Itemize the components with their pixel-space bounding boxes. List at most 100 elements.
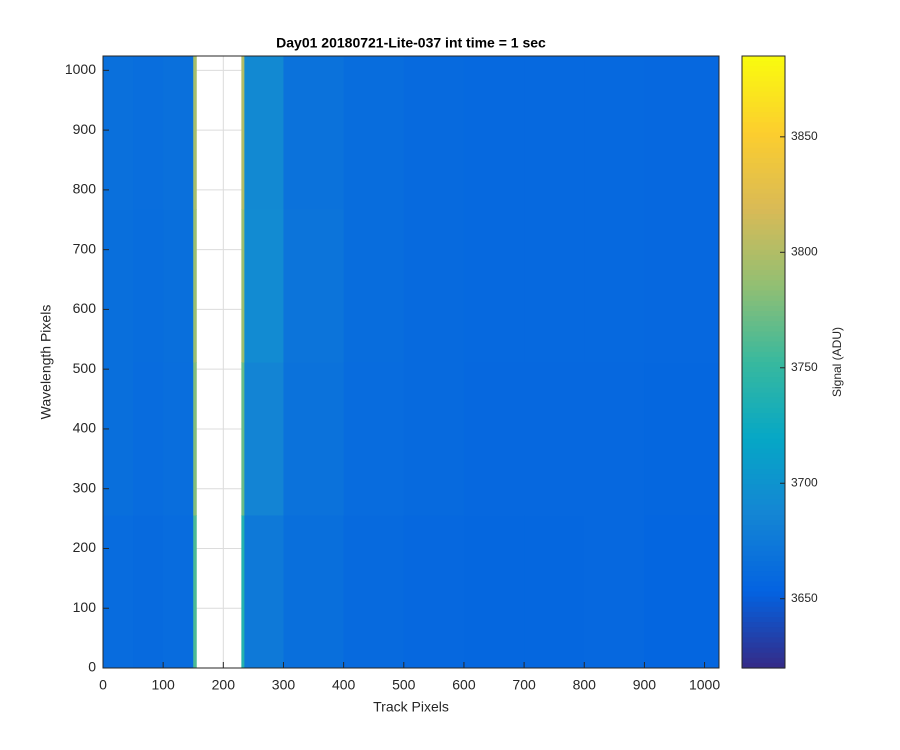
colorbar-slice <box>742 244 785 251</box>
colorbar-slice <box>742 336 785 343</box>
colorbar-slice <box>742 209 785 215</box>
heatmap-cell <box>463 515 525 669</box>
colorbar-slice <box>742 356 785 363</box>
heatmap-cell <box>103 209 134 363</box>
colorbar-slice <box>742 464 785 470</box>
colorbar-slice <box>742 56 785 62</box>
colorbar-slice <box>742 239 785 246</box>
x-tick-label: 1000 <box>689 677 720 693</box>
colorbar-slice <box>742 234 785 241</box>
heatmap-cell <box>244 362 284 516</box>
colorbar-slice <box>742 576 785 582</box>
colorbar-slice <box>742 520 785 526</box>
colorbar-slice <box>742 484 785 491</box>
colorbar-slice <box>742 601 785 608</box>
colorbar-slice <box>742 346 785 353</box>
colorbar-slice <box>742 249 785 256</box>
colorbar-slice <box>742 132 785 139</box>
colorbar-slice <box>742 331 785 338</box>
colorbar-slice <box>742 453 785 460</box>
colorbar-slice <box>742 198 785 205</box>
colorbar-slice <box>742 560 785 567</box>
heatmap-cell <box>163 515 194 669</box>
colorbar-slice <box>742 183 785 190</box>
heatmap-cell <box>193 515 197 669</box>
heatmap-cell <box>343 362 405 516</box>
colorbar-slice <box>742 86 785 93</box>
heatmap-cell <box>163 362 194 516</box>
colorbar-slice <box>742 101 785 108</box>
colorbar-slice <box>742 489 785 496</box>
colorbar-slice <box>742 428 785 434</box>
x-tick-label: 0 <box>99 677 107 693</box>
colorbar-slice <box>742 163 785 169</box>
y-tick-label: 100 <box>73 599 97 615</box>
colorbar-slice <box>742 91 785 98</box>
x-tick-label: 800 <box>573 677 597 693</box>
colorbar-slice <box>742 606 785 613</box>
y-tick-label: 1000 <box>65 61 96 77</box>
colorbar-slice <box>742 657 785 664</box>
heatmap-cell <box>193 209 197 363</box>
colorbar-slice <box>742 351 785 358</box>
colorbar-slice <box>742 158 785 164</box>
colorbar-slice <box>742 402 785 409</box>
heatmap-cell <box>163 56 194 210</box>
heatmap-cell <box>524 209 585 363</box>
colorbar-slice <box>742 321 785 327</box>
heatmap-cell <box>244 56 284 210</box>
colorbar-slice <box>742 362 785 368</box>
colorbar-slice <box>742 535 785 542</box>
colorbar-tick-label: 3800 <box>791 244 818 258</box>
heatmap-cell <box>241 362 245 516</box>
y-tick-label: 900 <box>73 121 97 137</box>
colorbar-slice <box>742 515 785 521</box>
colorbar-slice <box>742 433 785 440</box>
colorbar-slice <box>742 509 785 516</box>
x-tick-label: 900 <box>633 677 657 693</box>
colorbar-slice <box>742 443 785 450</box>
heatmap-cell <box>644 515 720 669</box>
colorbar-slice <box>742 127 785 134</box>
colorbar-slice <box>742 377 785 383</box>
colorbar-slice <box>742 596 785 603</box>
colorbar-slice <box>742 265 785 271</box>
y-tick-label: 600 <box>73 300 97 316</box>
heatmap-cell <box>524 56 585 210</box>
colorbar-slice <box>742 545 785 552</box>
colorbar-slice <box>742 448 785 455</box>
colorbar-slice <box>742 438 785 445</box>
colorbar-slice <box>742 611 785 618</box>
heatmap-cell <box>584 56 645 210</box>
colorbar-slice <box>742 469 785 475</box>
colorbar-slice <box>742 637 785 644</box>
colorbar-slice <box>742 137 785 144</box>
colorbar-slice <box>742 397 785 404</box>
colorbar-slice <box>742 627 785 633</box>
heatmap-cell <box>463 362 525 516</box>
colorbar-slice <box>742 423 785 429</box>
x-axis-label: Track Pixels <box>373 699 449 715</box>
y-tick-label: 700 <box>73 240 97 256</box>
x-tick-label: 500 <box>392 677 416 693</box>
heatmap-cell <box>103 56 134 210</box>
colorbar-slice <box>742 76 785 83</box>
heatmap-cell <box>343 209 405 363</box>
heatmap-cell <box>644 56 720 210</box>
colorbar-slice <box>742 504 785 511</box>
heatmap-cell <box>133 209 164 363</box>
colorbar-slice <box>742 525 785 531</box>
heatmap-cell <box>403 56 465 210</box>
colorbar-slice <box>742 117 785 123</box>
y-tick-label: 800 <box>73 181 97 197</box>
colorbar-slice <box>742 305 785 312</box>
colorbar-slice <box>742 188 785 195</box>
y-axis-label: Wavelength Pixels <box>38 305 54 420</box>
colorbar-slice <box>742 112 785 118</box>
colorbar-slice <box>742 372 785 378</box>
colorbar-slice <box>742 285 785 292</box>
heatmap-cell <box>463 209 525 363</box>
colorbar-slice <box>742 550 785 557</box>
colorbar-slice <box>742 367 785 373</box>
